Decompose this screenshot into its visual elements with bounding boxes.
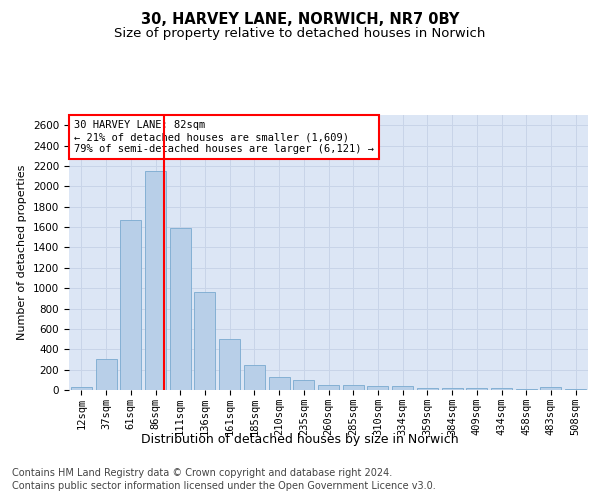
Bar	[194, 292, 215, 390]
Text: Size of property relative to detached houses in Norwich: Size of property relative to detached ho…	[115, 28, 485, 40]
Bar	[71, 388, 92, 390]
Bar	[219, 339, 240, 390]
Bar	[343, 385, 364, 390]
Bar	[269, 378, 290, 390]
Bar	[318, 385, 339, 390]
Bar	[145, 171, 166, 390]
Text: 30, HARVEY LANE, NORWICH, NR7 0BY: 30, HARVEY LANE, NORWICH, NR7 0BY	[141, 12, 459, 28]
Y-axis label: Number of detached properties: Number of detached properties	[17, 165, 28, 340]
Text: 30 HARVEY LANE: 82sqm
← 21% of detached houses are smaller (1,609)
79% of semi-d: 30 HARVEY LANE: 82sqm ← 21% of detached …	[74, 120, 374, 154]
Text: Contains public sector information licensed under the Open Government Licence v3: Contains public sector information licen…	[12, 481, 436, 491]
Bar	[392, 386, 413, 390]
Bar	[244, 364, 265, 390]
Bar	[491, 388, 512, 390]
Bar	[417, 388, 438, 390]
Bar	[367, 386, 388, 390]
Text: Contains HM Land Registry data © Crown copyright and database right 2024.: Contains HM Land Registry data © Crown c…	[12, 468, 392, 477]
Bar	[466, 388, 487, 390]
Text: Distribution of detached houses by size in Norwich: Distribution of detached houses by size …	[141, 432, 459, 446]
Bar	[293, 380, 314, 390]
Bar	[170, 228, 191, 390]
Bar	[442, 388, 463, 390]
Bar	[541, 388, 562, 390]
Bar	[95, 360, 116, 390]
Bar	[120, 220, 141, 390]
